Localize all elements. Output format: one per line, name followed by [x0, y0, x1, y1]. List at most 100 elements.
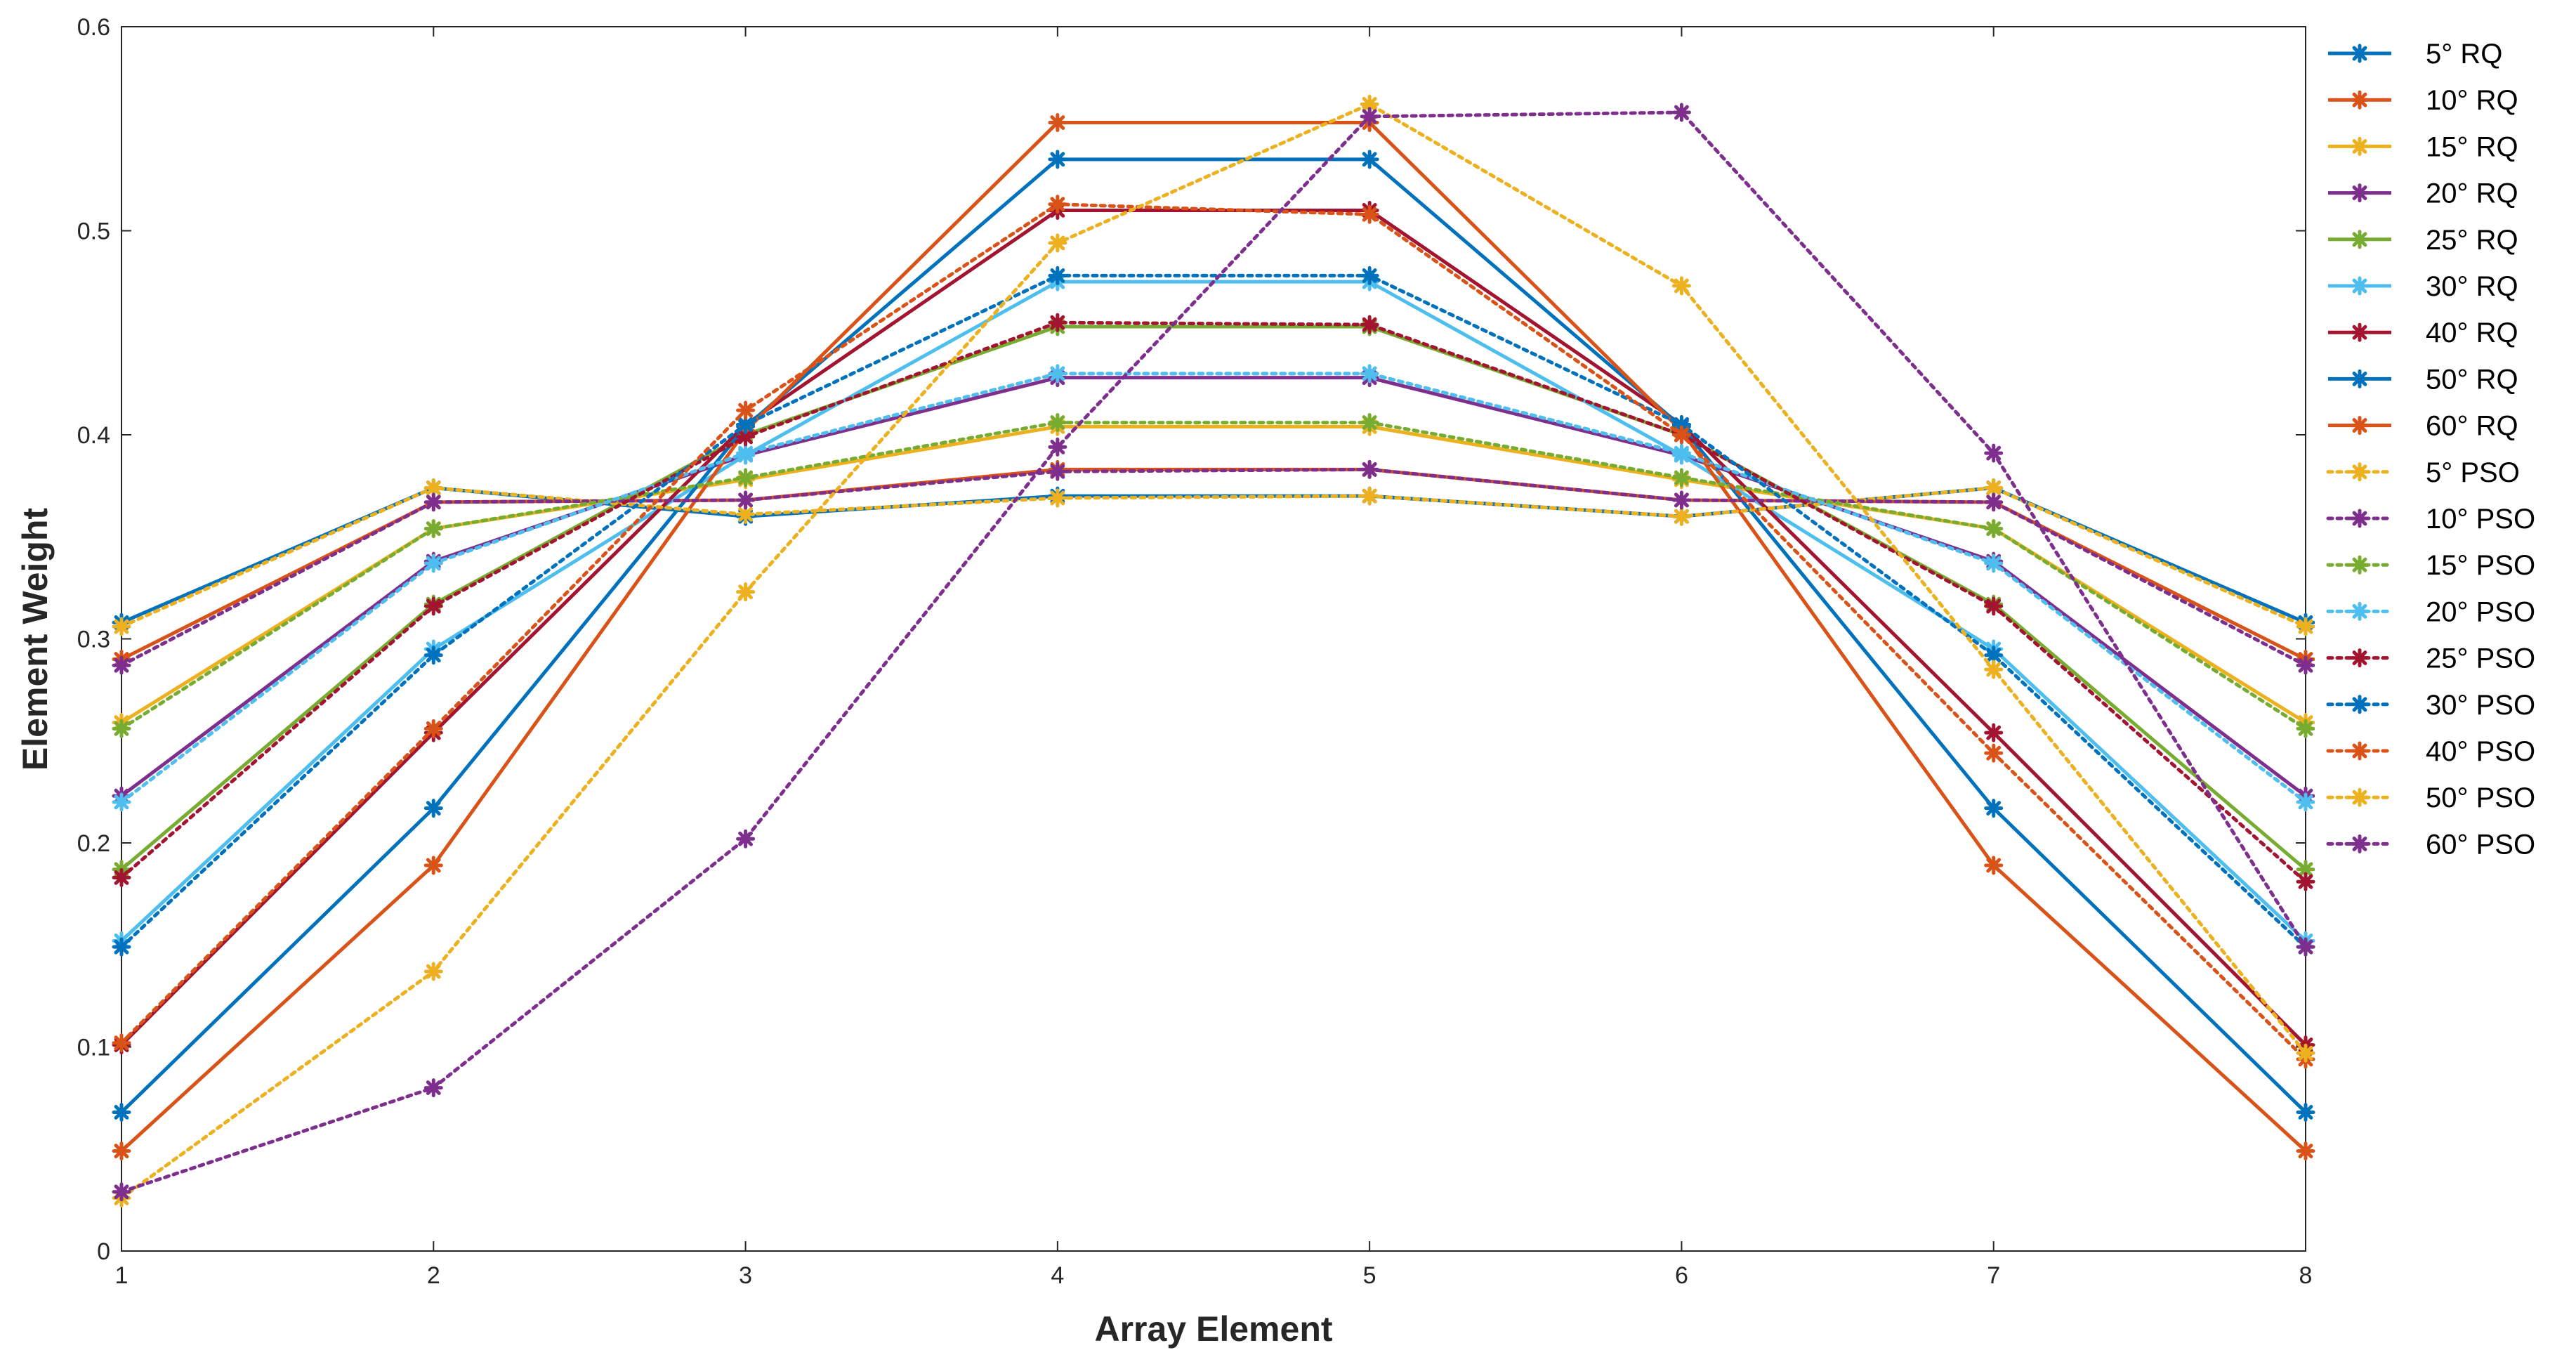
x-axis-title: Array Element	[1094, 1309, 1332, 1349]
data-point	[423, 719, 443, 738]
data-point	[423, 519, 443, 539]
x-tick-label: 8	[2299, 1262, 2313, 1289]
data-point	[1360, 94, 1379, 114]
series-line	[119, 273, 2308, 949]
data-point	[1671, 425, 1691, 445]
legend-marker	[2350, 601, 2370, 621]
data-point	[1671, 103, 1691, 122]
series-12	[112, 364, 2315, 812]
x-axis: 1 2 3 4 5 6 7 8	[115, 27, 2313, 1289]
data-point	[1984, 856, 2004, 875]
x-tick-label: 7	[1987, 1262, 2000, 1289]
series-10	[112, 459, 2315, 675]
data-point	[1360, 486, 1379, 506]
data-point	[1984, 492, 2004, 512]
y-tick-label: 0.6	[77, 14, 110, 41]
data-point	[1048, 113, 1067, 133]
y-tick-label: 0.3	[77, 627, 110, 653]
data-point	[1048, 233, 1067, 253]
legend: 5° RQ 10° RQ 15° RQ 20° RQ 25° RQ 30° RQ 40° R…	[2315, 27, 2535, 870]
data-point	[1048, 313, 1067, 332]
legend-item: 30° RQ	[2328, 271, 2518, 302]
legend-marker	[2350, 416, 2370, 436]
data-point	[1671, 506, 1691, 526]
data-point	[1984, 443, 2004, 463]
legend-marker	[2350, 276, 2370, 296]
data-point	[1984, 660, 2004, 679]
data-point	[2296, 872, 2315, 891]
series-line	[119, 372, 2308, 804]
data-point	[1048, 364, 1067, 384]
data-point	[1048, 488, 1067, 508]
legend-marker	[2350, 322, 2370, 342]
y-axis: 0 0.1 0.2 0.3 0.4 0.5 0.6	[77, 14, 2306, 1265]
x-tick-label: 6	[1675, 1262, 1688, 1289]
legend-label: 30° PSO	[2426, 690, 2535, 721]
data-point	[2296, 617, 2315, 636]
data-point	[736, 468, 756, 487]
x-tick-label: 4	[1051, 1262, 1064, 1289]
legend-label: 60° RQ	[2426, 411, 2518, 442]
data-point	[423, 1078, 443, 1098]
series-17	[112, 103, 2315, 1202]
data-point	[1360, 315, 1379, 334]
data-point	[1671, 276, 1691, 296]
data-point	[1984, 554, 2004, 573]
legend-item: 15° RQ	[2328, 131, 2518, 162]
legend-label: 20° RQ	[2426, 178, 2518, 209]
data-point	[423, 799, 443, 818]
data-point	[2296, 655, 2315, 675]
data-point	[112, 719, 131, 738]
data-point	[2296, 792, 2315, 812]
y-tick-label: 0.2	[77, 830, 110, 857]
legend-marker	[2350, 741, 2370, 761]
legend-marker	[2350, 90, 2370, 110]
legend-label: 5° PSO	[2426, 457, 2520, 488]
data-point	[1360, 266, 1379, 285]
legend-label: 10° PSO	[2426, 504, 2535, 535]
legend-item: 25° RQ	[2328, 225, 2518, 256]
legend-marker	[2350, 834, 2370, 853]
legend-item: 15° PSO	[2326, 550, 2535, 581]
data-point	[1360, 150, 1379, 169]
data-point	[2296, 860, 2315, 879]
data-point	[1360, 107, 1379, 126]
data-point	[112, 792, 131, 812]
legend-marker	[2350, 44, 2370, 63]
series-line	[119, 320, 2308, 884]
legend-label: 25° RQ	[2426, 225, 2518, 256]
legend-item: 5° PSO	[2326, 457, 2520, 488]
data-point	[1984, 478, 2004, 498]
y-tick-label: 0.5	[77, 218, 110, 245]
data-point	[423, 596, 443, 616]
y-tick-label: 0.1	[77, 1035, 110, 1061]
series-layer	[112, 94, 2315, 1207]
legend-marker	[2350, 462, 2370, 482]
data-point	[736, 400, 756, 420]
data-point	[423, 962, 443, 981]
series-9	[112, 478, 2315, 636]
data-point	[2296, 937, 2315, 957]
legend-item: 10° RQ	[2328, 85, 2518, 116]
legend-item: 25° PSO	[2326, 643, 2535, 674]
data-point	[112, 1033, 131, 1053]
series-line	[119, 102, 2308, 1200]
y-axis-title: Element Weight	[15, 508, 55, 771]
legend-item: 40° PSO	[2326, 736, 2535, 767]
legend-marker	[2350, 555, 2370, 575]
legend-label: 20° PSO	[2426, 596, 2535, 627]
data-point	[2296, 1043, 2315, 1063]
series-16	[112, 94, 2315, 1207]
data-point	[1360, 459, 1379, 479]
data-point	[1671, 414, 1691, 434]
legend-item: 10° PSO	[2326, 504, 2535, 535]
legend-item: 5° RQ	[2328, 39, 2502, 70]
data-point	[1360, 204, 1379, 224]
series-13	[112, 313, 2315, 891]
data-point	[1048, 437, 1067, 457]
y-tick-label: 0	[97, 1238, 110, 1265]
data-point	[423, 492, 443, 512]
series-line	[119, 110, 2308, 1194]
data-point	[1984, 646, 2004, 665]
